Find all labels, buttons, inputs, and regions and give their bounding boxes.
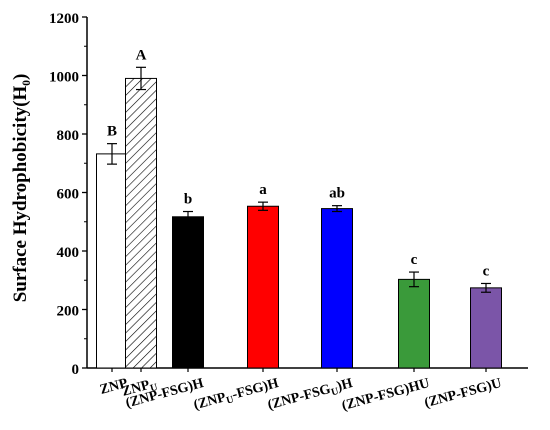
x-tick-label: (ZNP-FSGU)H xyxy=(266,376,355,415)
significance-letter: B xyxy=(107,124,117,140)
y-tick-label: 400 xyxy=(57,245,80,261)
x-tick-label: (ZNP-FSG)U xyxy=(423,376,504,411)
bar xyxy=(96,153,128,369)
significance-letter: c xyxy=(483,263,490,279)
significance-letter: ab xyxy=(329,186,345,202)
y-tick-label: 1000 xyxy=(49,70,79,86)
y-tick-label: 1200 xyxy=(49,11,79,27)
bar xyxy=(470,287,502,369)
significance-letter: A xyxy=(136,47,147,63)
bar xyxy=(398,278,430,369)
significance-letter: c xyxy=(411,252,418,268)
x-tick-label: (ZNP-FSG)HU xyxy=(340,376,431,414)
bar xyxy=(172,216,204,369)
x-tick-label: ZNP xyxy=(98,376,129,398)
y-tick-label: 800 xyxy=(57,128,80,144)
y-tick-label: 600 xyxy=(57,187,80,203)
y-axis-label: Surface Hydrophobicity(H₀) xyxy=(10,74,31,303)
y-tick-label: 200 xyxy=(57,304,80,320)
significance-letter: a xyxy=(259,182,267,198)
bar xyxy=(321,208,353,369)
plot-area: 0 200 400 600 800 1000 1200 B ZNP A ZNPU b (ZNP-FSG)… xyxy=(49,11,528,415)
bar xyxy=(125,77,157,369)
x-tick-label: ZNPU xyxy=(120,376,158,402)
x-tick-label: (ZNPU-FSG)H xyxy=(192,376,281,415)
bar xyxy=(247,205,279,369)
y-tick-label: 0 xyxy=(72,362,80,378)
significance-letter: b xyxy=(184,192,192,208)
